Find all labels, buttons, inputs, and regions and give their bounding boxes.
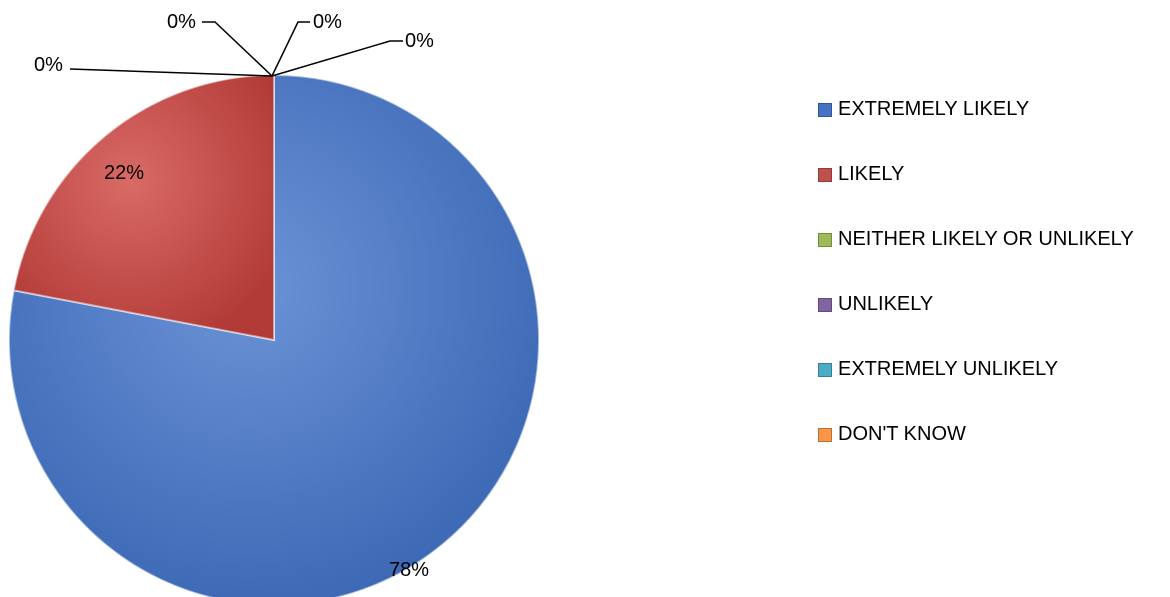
legend-swatch bbox=[818, 297, 832, 312]
legend-swatch bbox=[818, 232, 832, 247]
data-label-neither: 0% bbox=[34, 54, 63, 76]
data-label-dont-know: 0% bbox=[405, 30, 434, 52]
legend-item-unlikely: UNLIKELY bbox=[818, 293, 1134, 316]
legend-swatch bbox=[818, 362, 832, 377]
legend: EXTREMELY LIKELY LIKELY NEITHER LIKELY O… bbox=[818, 98, 1134, 446]
leader-lines bbox=[69, 21, 403, 77]
data-label-extremely-likely: 78% bbox=[389, 559, 429, 581]
legend-swatch bbox=[818, 167, 832, 182]
pie-chart: 78% 22% 0% 0% 0% 0% bbox=[8, 11, 540, 597]
legend-label: EXTREMELY LIKELY bbox=[838, 98, 1030, 120]
data-label-unlikely: 0% bbox=[167, 11, 196, 33]
legend-item-dont-know: DON'T KNOW bbox=[818, 423, 1134, 446]
leader-line-extremely-unlikely bbox=[271, 21, 310, 77]
pie-slices bbox=[8, 73, 540, 597]
data-label-likely: 22% bbox=[104, 162, 144, 184]
data-labels: 78% 22% 0% 0% 0% 0% bbox=[34, 11, 434, 581]
legend-item-extremely-unlikely: EXTREMELY UNLIKELY bbox=[818, 358, 1134, 381]
leader-line-neither bbox=[69, 68, 273, 77]
legend-item-likely: LIKELY bbox=[818, 163, 1134, 186]
leader-line-unlikely bbox=[202, 21, 273, 77]
legend-item-neither: NEITHER LIKELY OR UNLIKELY bbox=[818, 228, 1134, 251]
pie-slice-likely bbox=[12, 73, 275, 342]
legend-label: EXTREMELY UNLIKELY bbox=[838, 358, 1059, 380]
data-label-extremely-unlikely: 0% bbox=[313, 11, 342, 33]
legend-label: UNLIKELY bbox=[838, 293, 934, 315]
legend-label: NEITHER LIKELY OR UNLIKELY bbox=[838, 228, 1134, 250]
legend-swatch bbox=[818, 102, 832, 117]
legend-swatch bbox=[818, 427, 832, 442]
legend-label: LIKELY bbox=[838, 163, 905, 185]
legend-item-extremely-likely: EXTREMELY LIKELY bbox=[818, 98, 1134, 121]
legend-label: DON'T KNOW bbox=[838, 423, 966, 445]
leader-line-dont-know bbox=[271, 40, 403, 77]
